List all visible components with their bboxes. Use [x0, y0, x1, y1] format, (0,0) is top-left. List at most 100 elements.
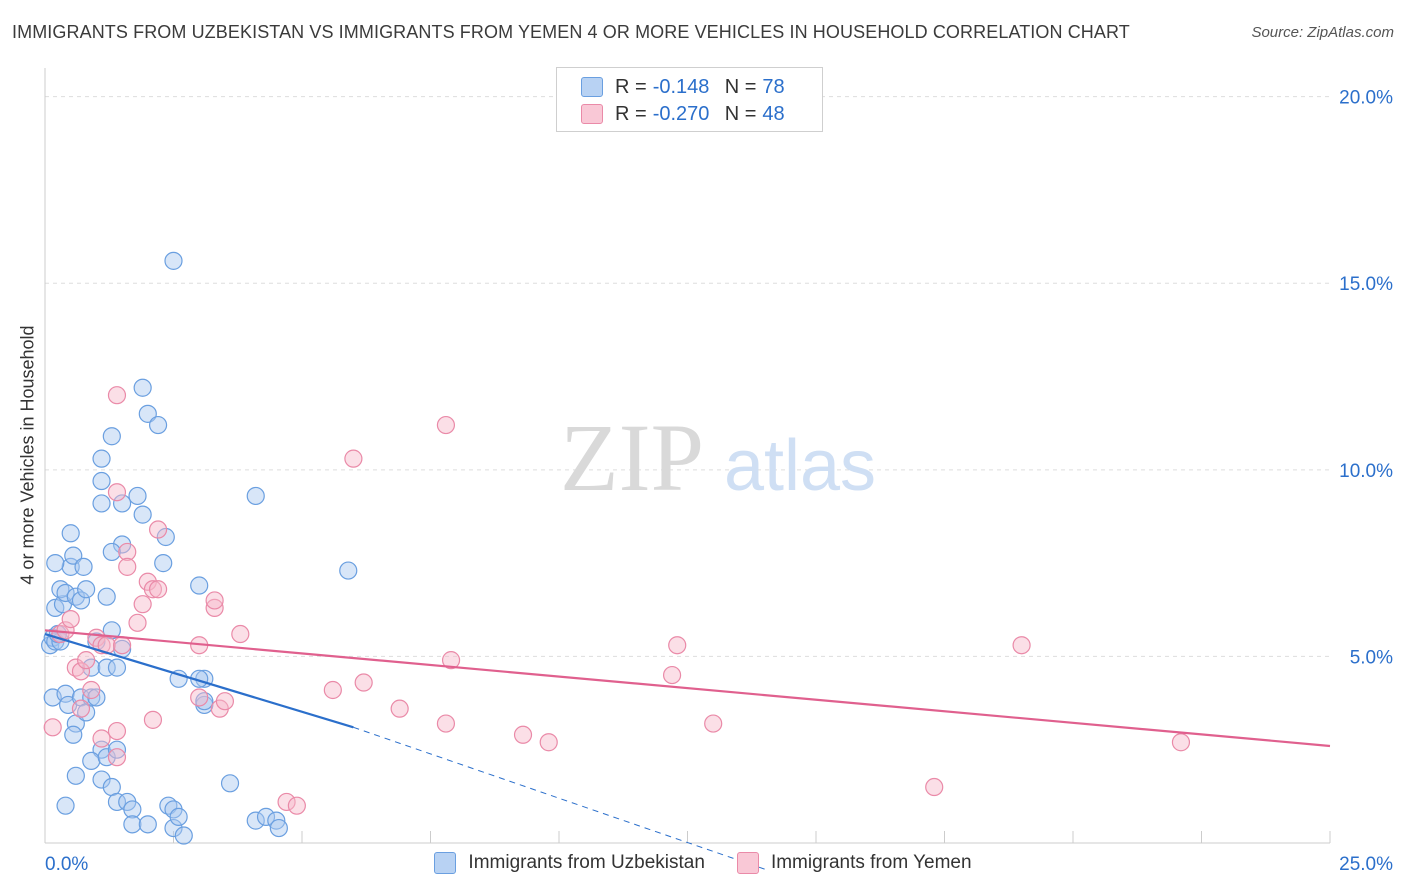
- data-point-uzbekistan: [246, 486, 265, 506]
- data-point-uzbekistan: [74, 557, 93, 576]
- chart-source: Source: ZipAtlas.com: [1251, 24, 1394, 41]
- data-point-uzbekistan: [154, 554, 173, 573]
- watermark: ZIP atlas: [560, 404, 876, 511]
- legend-swatch-uzbekistan: [581, 77, 603, 97]
- trend-line-yemen: [44, 629, 1331, 748]
- tick-labels: 5.0% 10.0% 15.0% 20.0% 0.0% 25.0%: [45, 88, 1393, 875]
- data-point-uzbekistan: [133, 378, 152, 397]
- data-point-uzbekistan: [128, 486, 147, 506]
- series-label-yemen: Immigrants from Yemen: [770, 852, 972, 873]
- data-point-yemen: [354, 673, 373, 692]
- data-point-uzbekistan: [97, 587, 116, 606]
- data-point-yemen: [205, 598, 224, 618]
- legend-n-value: 78: [762, 75, 785, 98]
- data-point-uzbekistan: [92, 449, 111, 468]
- data-point-uzbekistan: [123, 800, 142, 819]
- data-point-yemen: [107, 748, 127, 767]
- data-point-yemen: [539, 733, 558, 752]
- data-point-yemen: [71, 662, 91, 681]
- legend-n-label: N =: [724, 75, 757, 98]
- data-point-uzbekistan: [107, 740, 127, 759]
- data-point-yemen: [662, 665, 682, 685]
- data-point-uzbekistan: [112, 494, 132, 513]
- data-point-uzbekistan: [92, 770, 111, 789]
- data-point-uzbekistan: [66, 766, 85, 785]
- y-tick-label: 5.0%: [1350, 647, 1393, 668]
- data-point-yemen: [1012, 636, 1031, 655]
- trend-lines: [44, 629, 1331, 870]
- data-point-uzbekistan: [46, 554, 65, 573]
- data-point-yemen: [43, 718, 62, 737]
- data-point-uzbekistan: [61, 524, 80, 543]
- data-point-yemen: [82, 680, 101, 700]
- data-point-uzbekistan: [56, 583, 75, 603]
- legend-r-value: -0.148: [652, 75, 710, 98]
- data-point-uzbekistan: [246, 811, 265, 830]
- y-axis-label: 4 or more Vehicles in Household: [17, 325, 38, 585]
- data-point-yemen: [436, 714, 456, 733]
- data-point-uzbekistan: [138, 815, 157, 834]
- data-point-yemen: [71, 699, 91, 718]
- x-tick-label-max: 25.0%: [1339, 854, 1393, 875]
- legend-n-label: N =: [724, 102, 757, 125]
- data-point-yemen: [77, 651, 96, 670]
- data-point-yemen: [390, 699, 409, 718]
- x-tick-label-min: 0.0%: [45, 854, 88, 875]
- data-point-yemen: [513, 725, 533, 744]
- legend-swatch-yemen: [581, 104, 603, 124]
- watermark-zip: ZIP: [560, 404, 704, 511]
- data-point-yemen: [107, 386, 127, 405]
- data-point-uzbekistan: [339, 561, 358, 580]
- data-point-uzbekistan: [148, 415, 168, 435]
- data-point-uzbekistan: [102, 427, 121, 446]
- data-point-uzbekistan: [92, 494, 111, 513]
- data-point-uzbekistan: [156, 527, 175, 547]
- data-point-yemen: [107, 721, 127, 741]
- data-point-uzbekistan: [97, 658, 116, 677]
- y-tick-label: 15.0%: [1339, 274, 1393, 295]
- trend-line-uzbekistan-extension: [353, 726, 765, 870]
- data-point-uzbekistan: [190, 576, 209, 595]
- data-point-yemen: [107, 483, 127, 502]
- correlation-legend: R = -0.148 N = 78 R = -0.270 N = 48: [556, 67, 823, 132]
- series-swatch-yemen: [736, 852, 759, 874]
- y-tick-label: 20.0%: [1339, 88, 1393, 109]
- data-point-yemen: [118, 557, 137, 576]
- data-point-uzbekistan: [82, 688, 101, 707]
- legend-row-yemen: R = -0.270 N = 48: [581, 102, 785, 126]
- data-point-yemen: [344, 449, 363, 468]
- data-point-uzbekistan: [64, 546, 83, 565]
- y-tick-label: 10.0%: [1339, 461, 1393, 482]
- data-point-uzbekistan: [220, 774, 240, 793]
- data-point-yemen: [323, 680, 342, 700]
- data-point-uzbekistan: [123, 815, 142, 834]
- data-point-uzbekistan: [107, 658, 127, 677]
- legend-row-uzbekistan: R = -0.148 N = 78: [581, 75, 785, 99]
- legend-r-value: -0.270: [652, 102, 710, 125]
- data-point-yemen: [92, 729, 111, 748]
- data-point-yemen: [436, 415, 456, 435]
- data-point-yemen: [925, 777, 944, 797]
- data-point-uzbekistan: [269, 818, 288, 838]
- data-point-uzbekistan: [267, 811, 286, 830]
- data-point-yemen: [1171, 733, 1191, 752]
- data-point-uzbekistan: [138, 404, 157, 423]
- data-point-uzbekistan: [107, 792, 127, 812]
- data-point-uzbekistan: [174, 826, 193, 845]
- grid: [45, 96, 1330, 657]
- data-point-uzbekistan: [164, 818, 183, 838]
- data-point-yemen: [190, 688, 209, 707]
- data-point-uzbekistan: [71, 591, 91, 610]
- data-point-yemen: [215, 692, 234, 711]
- series-yemen-points: [43, 386, 1191, 815]
- data-point-yemen: [441, 651, 461, 670]
- data-point-yemen: [287, 796, 306, 815]
- data-point-uzbekistan: [82, 751, 101, 771]
- data-point-yemen: [205, 591, 224, 610]
- trend-line-uzbekistan: [44, 632, 354, 729]
- series-uzbekistan-points: [41, 251, 358, 845]
- data-point-uzbekistan: [56, 796, 75, 815]
- data-point-yemen: [148, 520, 168, 539]
- data-point-yemen: [143, 710, 163, 729]
- legend-r-label: R =: [615, 102, 647, 125]
